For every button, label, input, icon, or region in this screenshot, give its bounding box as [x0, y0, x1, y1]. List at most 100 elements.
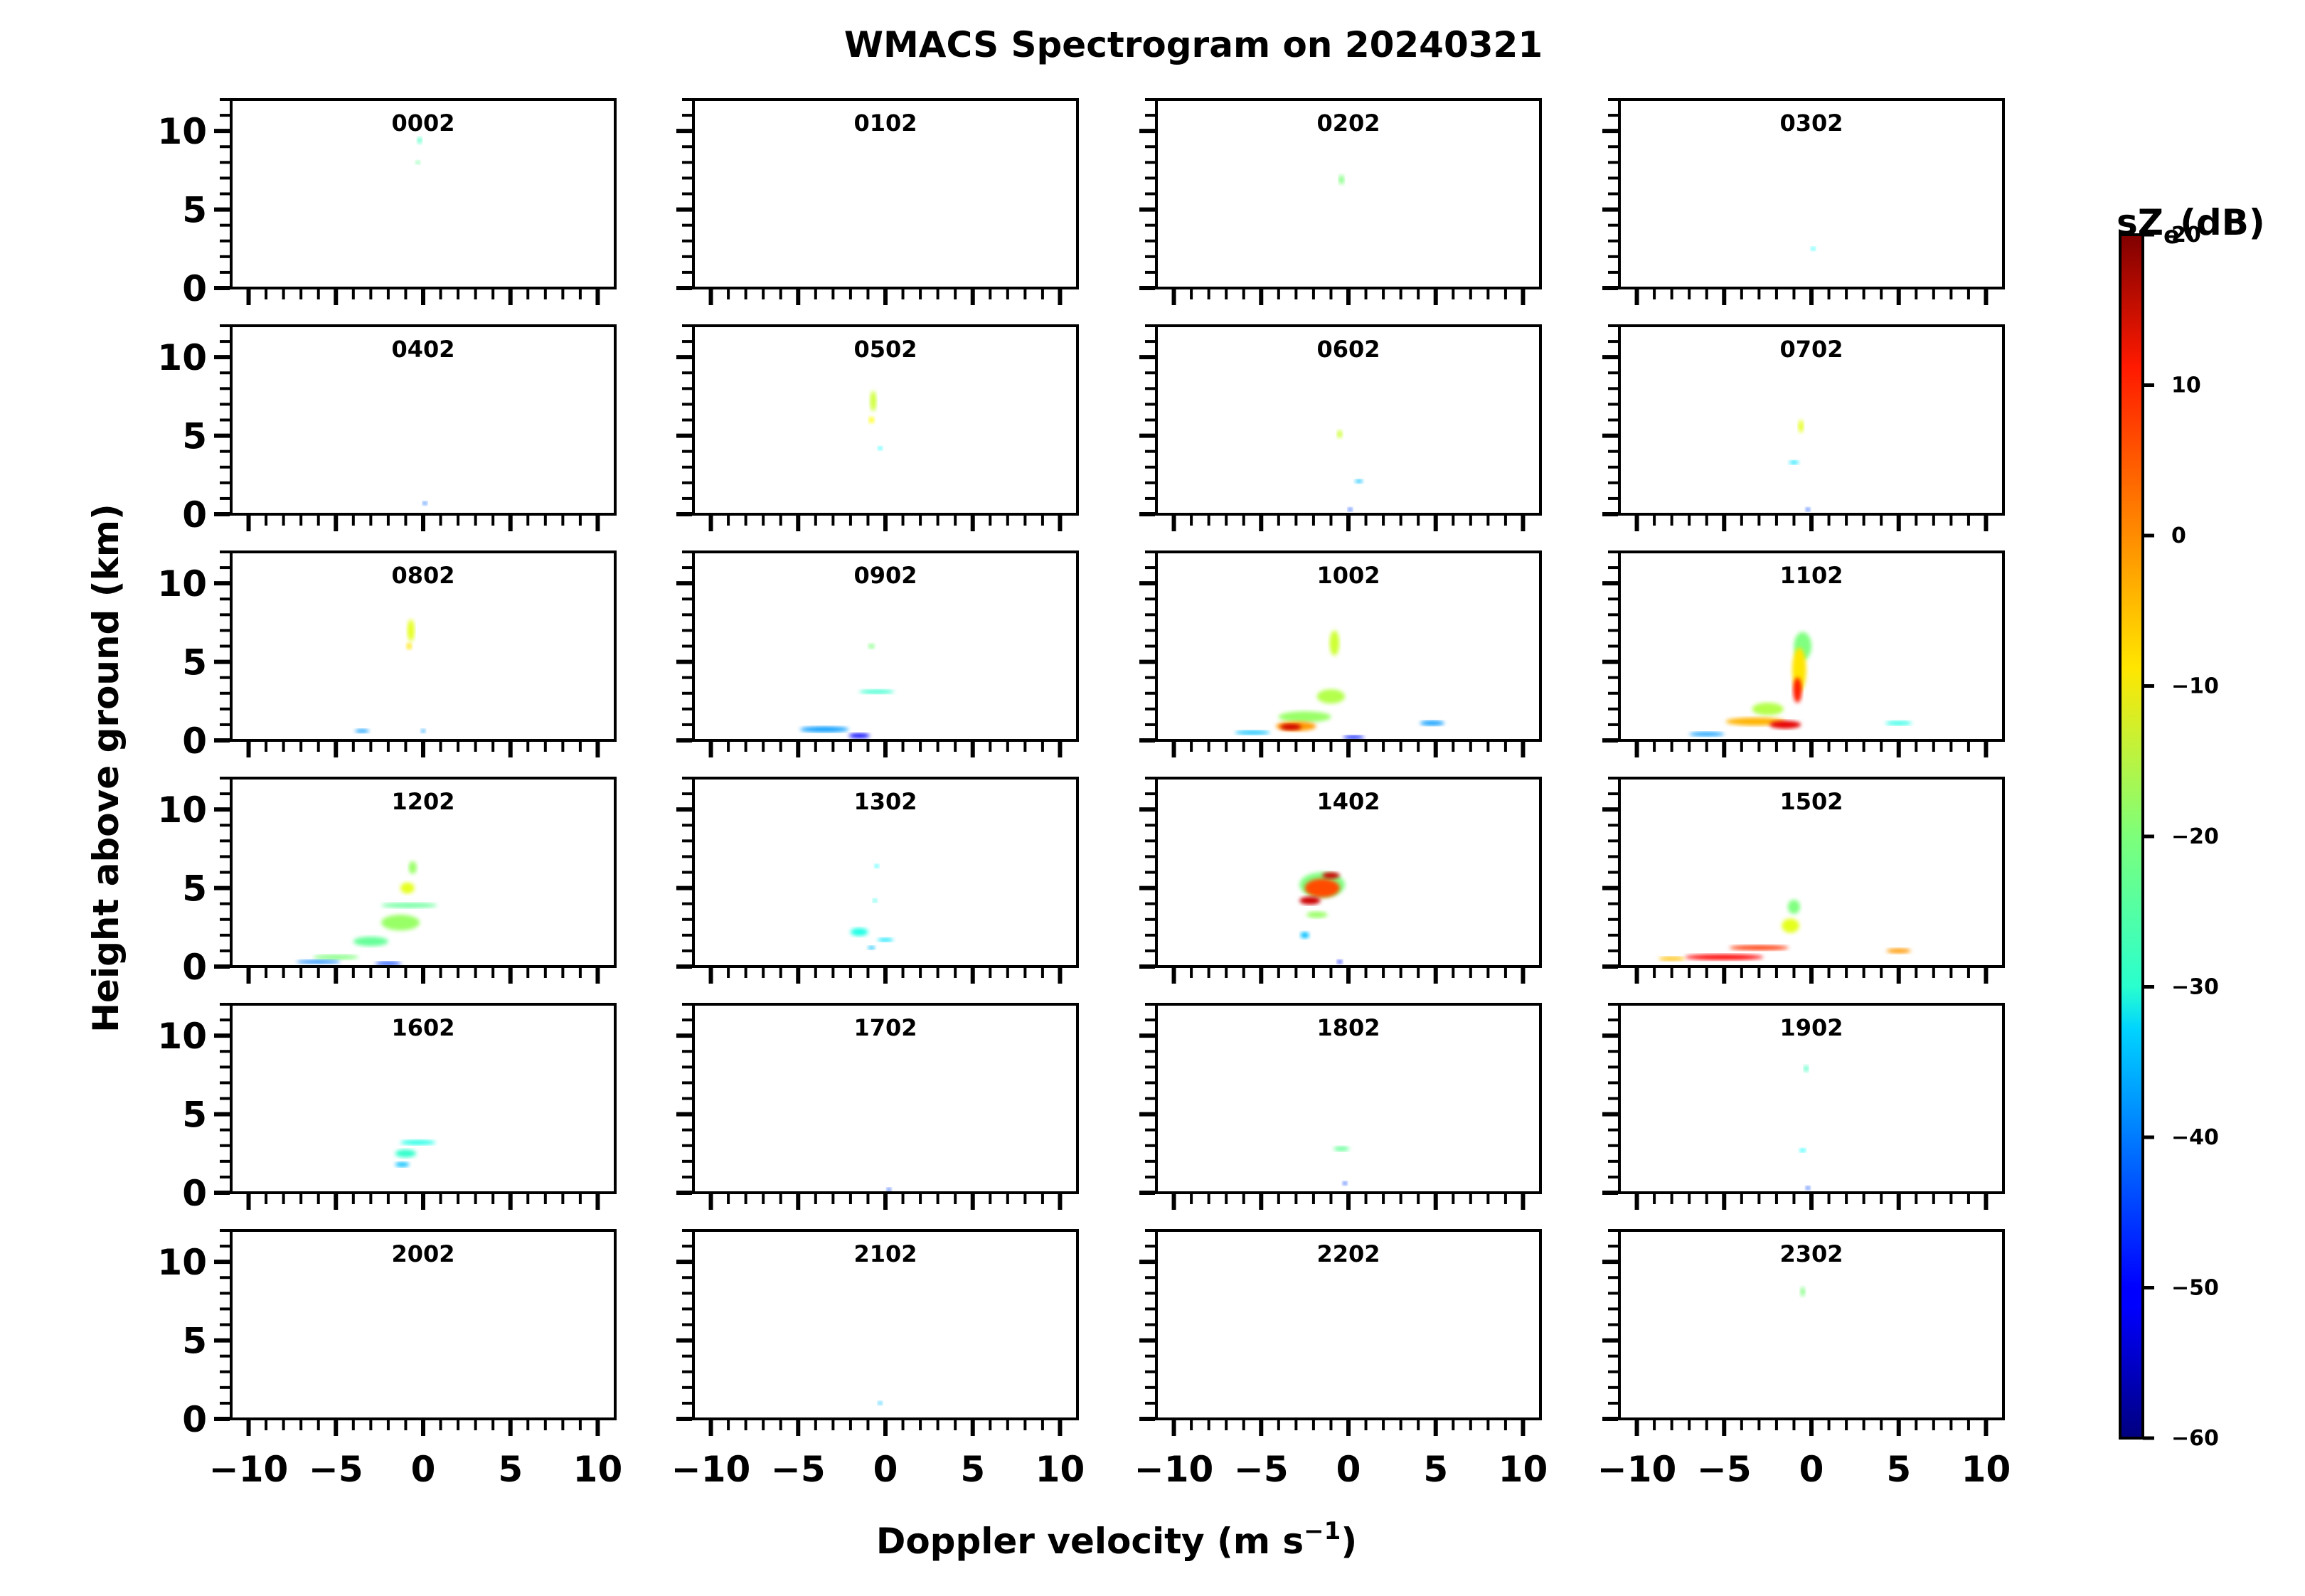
spectral-echo	[1685, 954, 1764, 960]
panel-2302: 2302 −10 −5 0 5 10	[1597, 1229, 2011, 1490]
x-tick-label: 0	[411, 1449, 436, 1490]
x-tick-label: −5	[771, 1449, 826, 1490]
spectral-echo	[400, 882, 415, 894]
spectral-echo	[1752, 703, 1784, 715]
panel-0202: 0202	[1139, 98, 1542, 305]
spectral-echo	[1343, 735, 1365, 740]
panel-time-label: 2002	[391, 1240, 454, 1267]
y-tick-label: 0	[182, 1399, 207, 1440]
spectral-echo	[873, 898, 878, 903]
spectral-echo	[1789, 460, 1799, 464]
spectral-echo	[1798, 420, 1804, 433]
panel-time-label: 0602	[1316, 336, 1380, 363]
y-tick-label: 10	[157, 1016, 207, 1057]
colorbar-tick-label: 0	[2171, 523, 2186, 548]
spectra-blobs	[1659, 900, 1911, 961]
y-tick-label: 0	[182, 720, 207, 762]
panel-1902: 1902	[1602, 1003, 2005, 1210]
spectral-echo	[417, 137, 422, 144]
spectral-echo	[1306, 911, 1328, 918]
panel-frame	[1618, 1003, 2005, 1194]
panel-frame	[692, 1003, 1079, 1194]
spectral-echo	[313, 954, 359, 960]
panel-0102: 0102	[676, 98, 1079, 305]
x-tick-label: 0	[873, 1449, 898, 1490]
colorbar-tick-label: −30	[2171, 975, 2219, 1000]
spectral-echo	[415, 160, 420, 164]
spectral-echo	[408, 861, 417, 874]
spectral-echo	[1787, 900, 1801, 915]
x-tick-label: −5	[1697, 1449, 1752, 1490]
panel-time-label: 2202	[1316, 1240, 1380, 1267]
panel-time-label: 0402	[391, 336, 454, 363]
spectra-blobs	[1689, 632, 1912, 736]
colorbar-ticks: 20 10 0 −10 −20 −30 −40 −50 −60	[2143, 223, 2219, 1451]
y-tick-label: 5	[182, 416, 207, 457]
panel-frame	[692, 550, 1079, 742]
y-tick-label: 10	[157, 337, 207, 378]
panel-time-label: 0902	[853, 562, 917, 589]
panel-1402: 1402	[1139, 777, 1542, 984]
panel-0402: 0402 0 5 10	[157, 324, 617, 536]
spectral-echo	[1769, 720, 1801, 729]
spectra-blobs	[395, 1140, 436, 1167]
spectral-echo	[1806, 507, 1811, 511]
x-tick-label: 10	[1036, 1449, 1085, 1490]
spectral-echo	[874, 864, 879, 868]
colorbar-tick-label: −10	[2171, 674, 2219, 699]
x-axis-label-close: )	[1341, 1521, 1357, 1562]
panel-frame	[1618, 324, 2005, 516]
x-tick-label: 10	[1961, 1449, 2011, 1490]
spectral-echo	[1355, 479, 1363, 484]
y-axis-label: Height above ground (km)	[85, 504, 127, 1033]
colorbar-tick-label: 10	[2171, 373, 2201, 398]
panel-time-label: 2302	[1779, 1240, 1843, 1267]
colorbar-tick-label: 20	[2171, 223, 2201, 248]
panel-frame	[230, 324, 617, 516]
spectra-blobs	[1800, 1287, 1805, 1297]
spectral-echo	[1235, 730, 1270, 735]
spectral-echo	[868, 946, 875, 949]
spectra-blobs	[297, 861, 437, 966]
figure-title: WMACS Spectrogram on 20240321	[844, 24, 1543, 65]
x-tick-label: 5	[1886, 1449, 1911, 1490]
panel-time-label: 1102	[1779, 562, 1843, 589]
panel-frame	[692, 777, 1079, 968]
panel-frame	[230, 98, 617, 289]
panel-frame	[1155, 1229, 1542, 1420]
panel-0802: 0802 0 5 10	[157, 550, 617, 762]
spectra-blobs	[355, 619, 425, 733]
panel-time-label: 0202	[1316, 110, 1380, 137]
panel-0602: 0602	[1139, 324, 1542, 531]
x-tick-label: −10	[1134, 1449, 1213, 1490]
spectra-blobs	[415, 137, 422, 164]
spectral-echo	[381, 903, 437, 908]
panel-frame	[692, 1229, 1079, 1420]
panel-time-label: 1402	[1316, 788, 1380, 815]
spectral-echo	[1348, 507, 1353, 511]
spectral-echo	[1278, 711, 1331, 723]
spectral-echo	[1729, 945, 1789, 950]
panel-time-label: 0002	[391, 110, 454, 137]
x-tick-label: −10	[671, 1449, 750, 1490]
panel-frame	[1155, 98, 1542, 289]
panel-0702: 0702	[1602, 324, 2005, 531]
spectral-echo	[1322, 872, 1340, 879]
panel-time-label: 1902	[1779, 1014, 1843, 1041]
colorbar-label-subscript: e	[2163, 221, 2180, 250]
spectral-echo	[877, 937, 894, 942]
panel-0502: 0502	[676, 324, 1079, 531]
panel-1302: 1302	[676, 777, 1079, 984]
colorbar-label-unit: (dB)	[2180, 202, 2265, 243]
panel-time-label: 1302	[853, 788, 917, 815]
spectral-echo	[859, 689, 895, 694]
y-tick-label: 0	[182, 494, 207, 536]
panel-time-label: 0102	[853, 110, 917, 137]
spectra-blobs	[1338, 175, 1344, 185]
spectral-echo	[353, 937, 388, 947]
panel-grid: 0002 0 5 10 0102 0202 0302 0402 0 5 10 0502 0602 0702…	[157, 98, 2011, 1490]
panel-time-label: 1802	[1316, 1014, 1380, 1041]
y-tick-label: 10	[157, 111, 207, 152]
panel-frame	[230, 1003, 617, 1194]
spectral-echo	[1659, 957, 1686, 961]
